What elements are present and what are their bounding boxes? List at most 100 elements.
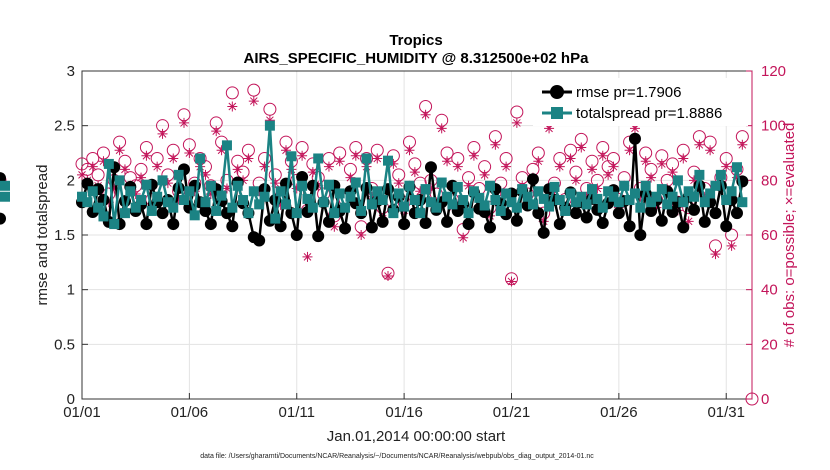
rmse-point bbox=[167, 218, 180, 231]
rmse-point bbox=[312, 230, 325, 243]
rmse-point bbox=[645, 204, 658, 217]
rmse-point bbox=[339, 222, 352, 235]
totalspread-point bbox=[366, 199, 377, 210]
totalspread-point bbox=[522, 191, 533, 202]
obs-evaluated-point bbox=[420, 109, 431, 120]
obs-evaluated-point bbox=[640, 156, 651, 167]
totalspread-point bbox=[205, 180, 216, 191]
obs-evaluated-point bbox=[372, 153, 383, 164]
obs-evaluated-point bbox=[425, 183, 436, 194]
rmse-point bbox=[532, 207, 545, 220]
totalspread-point bbox=[506, 197, 517, 208]
totalspread-point bbox=[597, 202, 608, 213]
rmse-point bbox=[526, 173, 539, 186]
totalspread-point bbox=[420, 184, 431, 195]
obs-evaluated-point bbox=[409, 167, 420, 178]
totalspread-point bbox=[485, 180, 496, 191]
totalspread-point bbox=[683, 186, 694, 197]
totalspread-point bbox=[173, 169, 184, 180]
totalspread-point bbox=[248, 186, 259, 197]
totalspread-point bbox=[399, 201, 410, 212]
totalspread-point bbox=[603, 186, 614, 197]
totalspread-point bbox=[495, 205, 506, 216]
obs-evaluated-point bbox=[77, 169, 87, 180]
obs-possible-point bbox=[247, 83, 261, 97]
obs-evaluated-point bbox=[694, 139, 705, 150]
rmse-point bbox=[677, 221, 690, 234]
totalspread-point bbox=[254, 199, 265, 210]
x-axis-label: Jan.01,2014 00:00:00 start bbox=[327, 428, 506, 445]
obs-evaluated-point bbox=[211, 126, 222, 137]
totalspread-point bbox=[119, 208, 130, 219]
legend-totalspread-marker bbox=[551, 107, 563, 119]
totalspread-point bbox=[323, 179, 334, 190]
totalspread-point bbox=[721, 195, 732, 206]
obs-evaluated-point bbox=[624, 145, 635, 156]
obs-evaluated-point bbox=[683, 216, 694, 227]
totalspread-point bbox=[98, 211, 109, 222]
totalspread-point bbox=[243, 208, 254, 219]
obs-evaluated-point bbox=[544, 123, 555, 134]
obs-possible-point bbox=[745, 392, 759, 406]
totalspread-point bbox=[221, 140, 232, 151]
y2-tick-label: 40 bbox=[761, 282, 778, 299]
obs-possible-point bbox=[225, 86, 239, 100]
rmse-point bbox=[730, 207, 743, 220]
totalspread-point bbox=[549, 181, 560, 192]
obs-evaluated-point bbox=[468, 150, 479, 161]
obs-evaluated-point bbox=[479, 169, 490, 180]
totalspread-point bbox=[468, 186, 479, 197]
obs-possible-point bbox=[263, 102, 277, 116]
totalspread-point bbox=[307, 202, 318, 213]
obs-evaluated-point bbox=[248, 96, 259, 107]
totalspread-point bbox=[286, 151, 297, 162]
obs-evaluated-point bbox=[485, 210, 496, 221]
obs-evaluated-point bbox=[452, 161, 463, 172]
totalspread-point bbox=[570, 197, 581, 208]
chart-subtitle: AIRS_SPECIFIC_HUMIDITY @ 8.312500e+02 hP… bbox=[244, 50, 590, 67]
totalspread-point bbox=[259, 191, 270, 202]
legend-totalspread-label: totalspread pr=1.8886 bbox=[576, 105, 722, 122]
totalspread-point bbox=[130, 202, 141, 213]
totalspread-point bbox=[168, 202, 179, 213]
rmse-point bbox=[376, 215, 389, 228]
obs-evaluated-point bbox=[538, 216, 549, 227]
totalspread-point bbox=[329, 208, 340, 219]
obs-evaluated-point bbox=[356, 230, 367, 240]
obs-evaluated-point bbox=[506, 276, 517, 287]
totalspread-point bbox=[527, 199, 538, 210]
totalspread-point bbox=[383, 155, 394, 166]
y2-tick-label: 20 bbox=[761, 336, 778, 353]
totalspread-point bbox=[710, 180, 721, 191]
rmse-point bbox=[296, 171, 309, 184]
obs-evaluated-point bbox=[200, 169, 211, 180]
obs-evaluated-point bbox=[221, 183, 232, 194]
legend-rmse-label: rmse pr=1.7906 bbox=[576, 84, 681, 101]
obs-evaluated-point bbox=[270, 178, 281, 189]
totalspread-point bbox=[361, 153, 372, 164]
obs-evaluated-point bbox=[329, 221, 340, 232]
y-tick-label: 1.5 bbox=[54, 227, 75, 244]
totalspread-point bbox=[216, 190, 227, 201]
totalspread-point bbox=[699, 197, 710, 208]
totalspread-point bbox=[425, 197, 436, 208]
rmse-point bbox=[424, 161, 437, 174]
obs-evaluated-point bbox=[130, 189, 141, 199]
obs-evaluated-point bbox=[737, 139, 748, 150]
obs-evaluated-point bbox=[227, 101, 238, 112]
obs-evaluated-point bbox=[501, 161, 512, 172]
obs-evaluated-point bbox=[678, 153, 689, 164]
obs-possible-point bbox=[510, 105, 524, 119]
totalspread-point bbox=[227, 202, 238, 213]
totalspread-point bbox=[179, 195, 190, 206]
rmse-point bbox=[484, 221, 497, 234]
x-tick-label: 01/16 bbox=[385, 404, 423, 421]
totalspread-point bbox=[447, 199, 458, 210]
obs-evaluated-point bbox=[710, 249, 721, 260]
totalspread-point bbox=[87, 186, 98, 197]
rmse-point bbox=[569, 207, 582, 220]
rmse-point bbox=[306, 179, 319, 192]
y-tick-label: 0 bbox=[67, 391, 75, 408]
totalspread-point bbox=[0, 180, 10, 191]
totalspread-point bbox=[356, 205, 367, 216]
